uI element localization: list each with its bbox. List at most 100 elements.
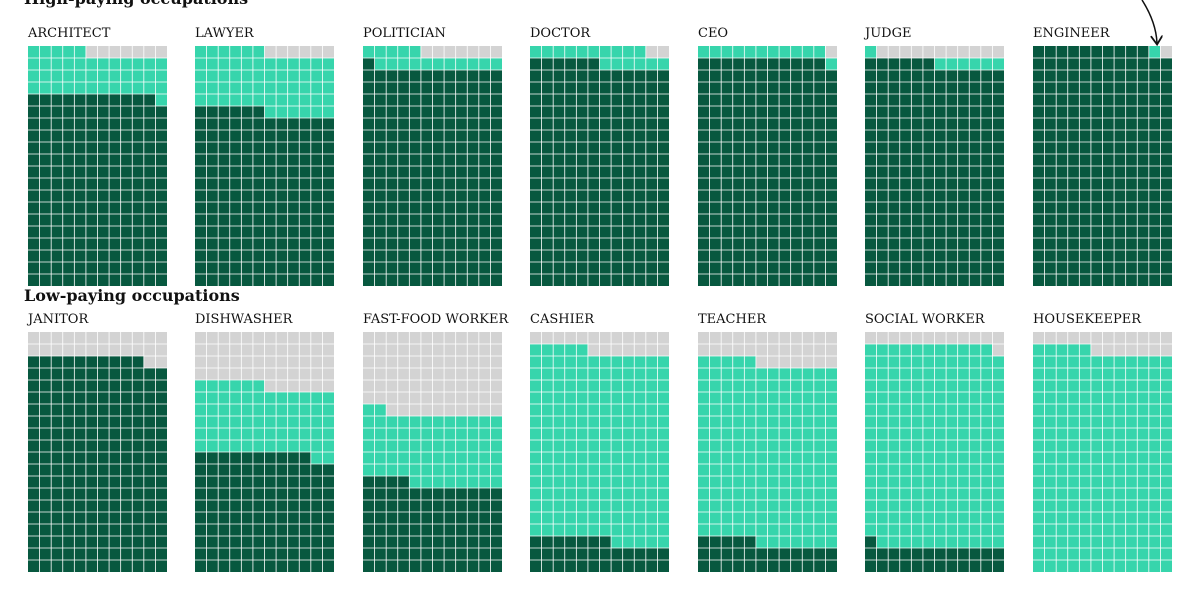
cell-dark [1079,226,1091,238]
cell-dark [455,536,468,548]
cell-light [252,416,265,428]
cell-dark [1033,70,1045,82]
cell-light [969,512,981,524]
cell-dark [888,58,900,70]
cell-light [1148,368,1161,380]
cell-dark [1114,130,1126,142]
cell-dark [698,70,710,82]
cell-dark [564,238,577,250]
cell-dark [252,500,265,512]
cell-light [299,106,311,118]
cell-dark [587,262,600,274]
cell-dark [490,166,502,178]
waffle-politician [363,46,502,286]
cell-light [587,464,600,476]
cell-dark [39,130,52,142]
cell-light [455,440,468,452]
cell-dark [576,178,588,190]
cell-light [876,488,889,500]
cell-light [1033,512,1045,524]
cell-light [946,452,958,464]
cell-dark [363,214,375,226]
cell-light [934,344,947,356]
cell-light [802,416,814,428]
cell-dark [132,214,144,226]
cell-light [1125,560,1138,572]
cell-empty [206,332,219,344]
cell-light [374,46,387,58]
cell-light [865,428,877,440]
cell-dark [299,226,311,238]
cell-light [645,404,658,416]
cell-light [467,476,479,488]
cell-light [744,404,756,416]
cell-light [587,368,600,380]
cell-light [992,440,1004,452]
cell-light [922,488,935,500]
cell-light [611,416,623,428]
cell-dark [62,464,75,476]
cell-empty [310,46,323,58]
cell-light [645,58,658,70]
cell-dark [420,202,433,214]
cell-dark [969,214,981,226]
cell-dark [779,154,791,166]
cell-dark [802,262,814,274]
cell-dark [1160,214,1172,226]
cell-dark [1044,226,1057,238]
cell-dark [51,404,63,416]
cell-dark [1102,250,1115,262]
cell-dark [97,118,110,130]
cell-dark [755,166,768,178]
cell-dark [657,142,669,154]
cell-dark [645,202,658,214]
cell-light [825,500,837,512]
cell-dark [865,58,877,70]
cell-dark [252,274,265,286]
cell-dark [444,524,456,536]
cell-dark [155,178,167,190]
cell-dark [1160,226,1172,238]
cell-dark [51,154,63,166]
cell-light [755,464,768,476]
cell-empty [397,332,410,344]
cell-dark [934,548,947,560]
cell-dark [97,536,110,548]
cell-dark [969,70,981,82]
cell-dark [709,202,722,214]
cell-dark [218,178,230,190]
cell-empty [455,380,468,392]
panel-label-housekeeper: HOUSEKEEPER [1033,312,1142,327]
cell-dark [478,226,491,238]
cell-dark [553,178,565,190]
cell-dark [744,142,756,154]
cell-dark [97,512,110,524]
cell-light [755,488,768,500]
cell-dark [478,82,491,94]
cell-dark [374,142,387,154]
cell-light [206,58,219,70]
cell-dark [155,428,167,440]
cell-dark [1067,154,1080,166]
cell-dark [622,94,635,106]
cell-dark [109,202,121,214]
cell-light [1067,560,1080,572]
cell-light [1125,512,1138,524]
cell-dark [553,166,565,178]
cell-light [657,500,669,512]
cell-dark [218,190,230,202]
cell-dark [143,190,156,202]
cell-dark [657,226,669,238]
cell-dark [241,548,253,560]
cell-dark [992,202,1004,214]
cell-empty [478,404,491,416]
cell-light [779,440,791,452]
cell-dark [478,560,491,572]
cell-dark [1137,118,1149,130]
cell-light [767,464,780,476]
cell-dark [132,356,144,368]
cell-dark [264,500,277,512]
cell-light [264,106,277,118]
cell-dark [206,154,219,166]
cell-empty [530,332,542,344]
